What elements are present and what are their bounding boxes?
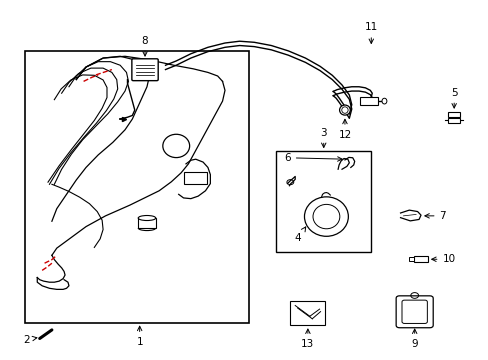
- FancyBboxPatch shape: [132, 59, 158, 81]
- Bar: [183, 172, 206, 184]
- Bar: [408, 257, 413, 261]
- Text: 8: 8: [142, 36, 148, 56]
- Bar: [447, 112, 459, 117]
- Text: 6: 6: [284, 153, 342, 163]
- Ellipse shape: [304, 197, 347, 236]
- Text: 9: 9: [410, 329, 417, 349]
- Text: 11: 11: [364, 22, 377, 44]
- Bar: [276, 151, 370, 252]
- Text: 4: 4: [294, 227, 305, 243]
- Ellipse shape: [163, 134, 189, 158]
- Text: 1: 1: [136, 326, 142, 347]
- Bar: [447, 118, 459, 123]
- Text: 5: 5: [450, 87, 457, 108]
- Text: 2: 2: [23, 334, 37, 345]
- Text: 13: 13: [301, 329, 314, 349]
- Text: 12: 12: [338, 119, 351, 140]
- Bar: [359, 97, 377, 105]
- Text: 7: 7: [424, 211, 445, 221]
- Bar: [138, 218, 156, 228]
- FancyBboxPatch shape: [401, 300, 427, 323]
- Ellipse shape: [341, 107, 347, 113]
- Ellipse shape: [138, 216, 156, 221]
- Bar: [290, 301, 325, 325]
- Text: 10: 10: [431, 254, 455, 264]
- Bar: [413, 256, 427, 262]
- FancyBboxPatch shape: [395, 296, 432, 328]
- Ellipse shape: [381, 98, 386, 104]
- Polygon shape: [400, 210, 420, 221]
- Ellipse shape: [312, 204, 339, 229]
- Bar: [25, 51, 249, 323]
- Ellipse shape: [339, 105, 349, 115]
- Text: 3: 3: [320, 128, 326, 148]
